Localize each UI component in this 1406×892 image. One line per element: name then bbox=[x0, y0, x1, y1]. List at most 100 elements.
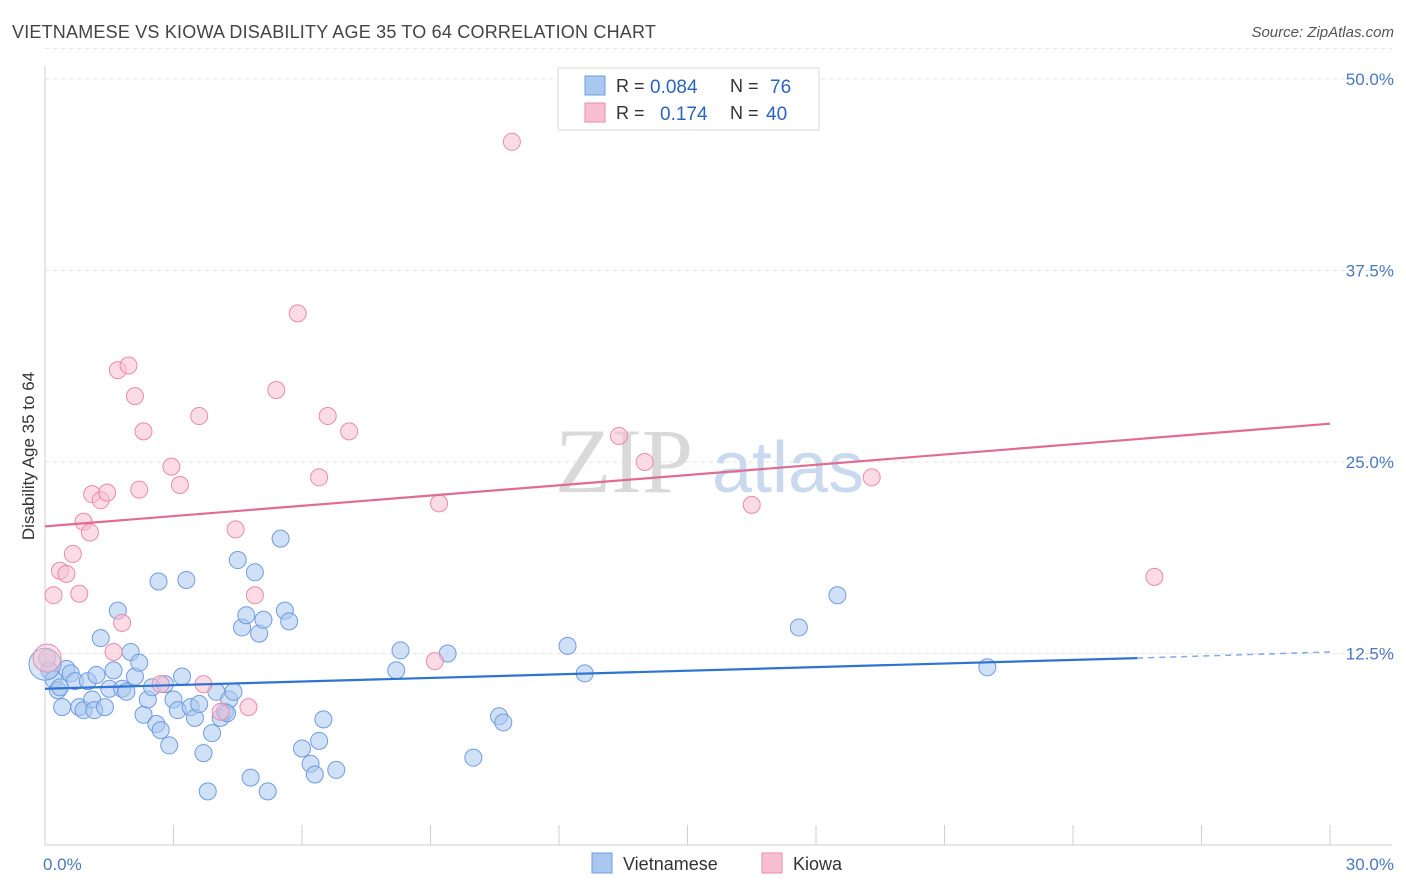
legend-r-value-kiowa: 0.174 bbox=[660, 104, 708, 125]
point-vietnamese-50 bbox=[241, 768, 260, 787]
point-kiowa-16 bbox=[134, 422, 153, 441]
watermark-zip: ZIP bbox=[555, 410, 693, 512]
point-kiowa-15 bbox=[130, 480, 149, 499]
point-vietnamese-56 bbox=[280, 612, 299, 631]
legend-n-label-kiowa: N = bbox=[730, 103, 759, 123]
point-vietnamese-68 bbox=[494, 713, 513, 732]
legend-n-value-vietnamese: 76 bbox=[770, 77, 791, 98]
point-kiowa-27 bbox=[288, 304, 307, 323]
point-kiowa-36 bbox=[742, 495, 761, 514]
point-vietnamese-cluster bbox=[28, 647, 62, 681]
point-kiowa-cluster bbox=[32, 643, 62, 673]
point-kiowa-34 bbox=[609, 426, 628, 445]
legend-r-label-vietnamese: R = bbox=[616, 76, 645, 96]
legend-n-value-kiowa: 40 bbox=[766, 104, 787, 125]
point-kiowa-23 bbox=[226, 520, 245, 539]
point-vietnamese-59 bbox=[305, 765, 324, 784]
point-vietnamese-15 bbox=[95, 698, 114, 717]
point-kiowa-35 bbox=[635, 453, 654, 471]
legend: R = 0.084 N = 76 R = 0.174 N = 40 bbox=[557, 67, 820, 131]
point-kiowa-9 bbox=[98, 483, 117, 502]
grid-lines bbox=[45, 47, 1392, 654]
point-kiowa-37 bbox=[862, 468, 881, 487]
bottom-legend-label-vietnamese: Vietnamese bbox=[623, 854, 718, 874]
chart-title: VIETNAMESE VS KIOWA DISABILITY AGE 35 TO… bbox=[12, 22, 657, 42]
point-vietnamese-61 bbox=[314, 710, 333, 729]
legend-swatch-kiowa bbox=[584, 102, 606, 123]
data-points bbox=[28, 132, 1164, 801]
legend-r-label-kiowa: R = bbox=[616, 103, 645, 123]
point-kiowa-25 bbox=[245, 586, 264, 605]
point-kiowa-38 bbox=[1145, 567, 1164, 586]
point-vietnamese-63 bbox=[387, 661, 406, 680]
x-tick-label-1: 30.0% bbox=[1346, 855, 1394, 874]
point-kiowa-14 bbox=[125, 387, 144, 406]
point-vietnamese-47 bbox=[228, 551, 247, 570]
point-vietnamese-23 bbox=[130, 653, 149, 672]
point-kiowa-32 bbox=[430, 494, 449, 513]
point-kiowa-2 bbox=[57, 564, 76, 583]
point-vietnamese-49 bbox=[237, 606, 256, 625]
point-vietnamese-66 bbox=[464, 748, 483, 767]
point-vietnamese-62 bbox=[327, 760, 346, 779]
axes bbox=[44, 66, 1392, 846]
point-kiowa-20 bbox=[190, 407, 209, 426]
point-kiowa-0 bbox=[44, 586, 63, 605]
point-vietnamese-4 bbox=[53, 698, 72, 717]
y-tick-label-1: 25.0% bbox=[1346, 453, 1394, 472]
point-vietnamese-53 bbox=[254, 610, 273, 629]
point-vietnamese-13 bbox=[87, 665, 106, 684]
point-vietnamese-28 bbox=[149, 572, 168, 591]
y-axis-label: Disability Age 35 to 64 bbox=[19, 372, 38, 540]
point-vietnamese-74 bbox=[258, 782, 277, 801]
point-vietnamese-38 bbox=[190, 695, 209, 714]
point-vietnamese-64 bbox=[391, 641, 410, 660]
trend-line-kiowa bbox=[44, 422, 1331, 528]
trend-line-extension-vietnamese bbox=[1137, 651, 1331, 659]
x-tick-label-0: 0.0% bbox=[43, 855, 82, 874]
point-vietnamese-41 bbox=[203, 724, 222, 743]
trend-line-vietnamese bbox=[44, 656, 1138, 690]
point-vietnamese-34 bbox=[173, 667, 192, 686]
bottom-legend-swatch-vietnamese bbox=[591, 852, 613, 874]
y-tick-label-0: 12.5% bbox=[1346, 645, 1394, 664]
point-kiowa-31 bbox=[425, 652, 444, 671]
point-kiowa-22 bbox=[211, 702, 230, 721]
point-vietnamese-71 bbox=[789, 618, 808, 637]
bottom-legend: Vietnamese Kiowa bbox=[591, 852, 843, 874]
point-kiowa-24 bbox=[239, 698, 258, 717]
point-vietnamese-40 bbox=[198, 782, 217, 801]
point-kiowa-12 bbox=[113, 613, 132, 632]
bottom-legend-swatch-kiowa bbox=[761, 852, 783, 874]
point-kiowa-17 bbox=[151, 675, 170, 694]
point-kiowa-29 bbox=[318, 407, 337, 426]
point-kiowa-39 bbox=[38, 649, 57, 668]
point-kiowa-26 bbox=[267, 380, 286, 399]
bottom-legend-label-kiowa: Kiowa bbox=[793, 854, 843, 874]
point-kiowa-28 bbox=[310, 468, 329, 487]
point-kiowa-13 bbox=[119, 356, 138, 375]
point-vietnamese-60 bbox=[310, 731, 329, 750]
watermark: ZIP atlas bbox=[555, 410, 864, 512]
point-vietnamese-29 bbox=[151, 721, 170, 740]
legend-swatch-vietnamese bbox=[584, 75, 606, 96]
y-tick-label-2: 37.5% bbox=[1346, 262, 1394, 281]
point-kiowa-6 bbox=[80, 523, 99, 542]
y-tick-label-3: 50.0% bbox=[1346, 70, 1394, 89]
chart-source: Source: ZipAtlas.com bbox=[1251, 24, 1394, 41]
point-kiowa-10 bbox=[104, 642, 123, 661]
point-kiowa-30 bbox=[340, 422, 359, 441]
point-vietnamese-54 bbox=[271, 529, 290, 548]
point-vietnamese-31 bbox=[160, 736, 179, 755]
point-kiowa-4 bbox=[70, 584, 89, 603]
point-vietnamese-35 bbox=[177, 570, 196, 589]
legend-r-value-vietnamese: 0.084 bbox=[650, 77, 698, 98]
point-kiowa-33 bbox=[502, 132, 521, 151]
point-kiowa-3 bbox=[63, 544, 82, 563]
point-vietnamese-39 bbox=[194, 744, 213, 763]
trend-lines bbox=[44, 422, 1331, 690]
tick-labels: 12.5% 25.0% 37.5% 50.0% 0.0% 30.0% bbox=[43, 70, 1394, 874]
legend-n-label-vietnamese: N = bbox=[730, 76, 759, 96]
point-kiowa-19 bbox=[170, 475, 189, 494]
